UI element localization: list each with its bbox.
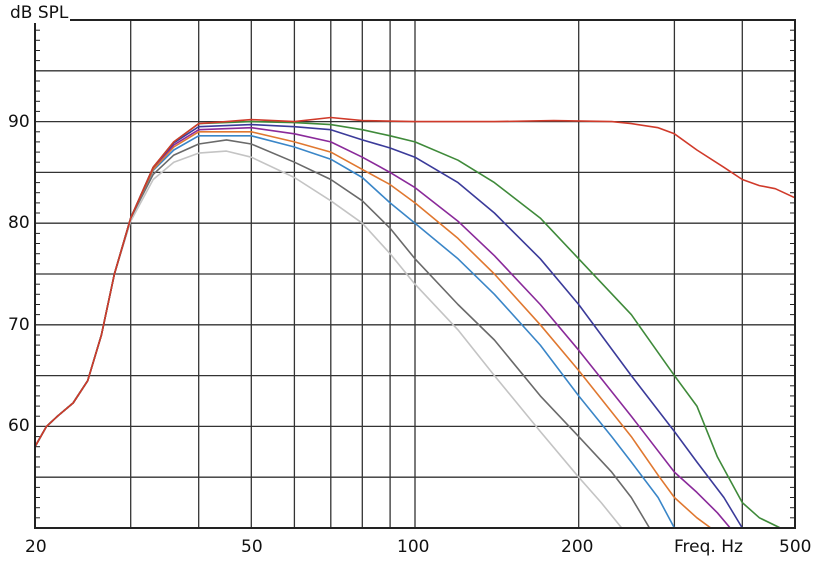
y-tick-label-70: 70 [8,315,30,335]
curve-light-gray [34,150,623,529]
curve-dark-gray [34,139,651,529]
curve-red [34,116,796,448]
x-tick-label-200: 200 [561,537,594,557]
y-tick-label-60: 60 [8,416,30,436]
x-tick-label-20: 20 [25,537,47,557]
x-axis-unit-label: Freq. Hz [674,537,743,557]
y-tick-label-80: 80 [8,213,30,233]
plot-frame [34,19,796,529]
y-tick-label-90: 90 [8,112,30,132]
curve-purple [34,126,731,529]
grid-lines [35,20,795,528]
x-tick-label-50: 50 [241,537,263,557]
x-tick-label-500: 500 [779,537,812,557]
curve-series [34,116,796,529]
x-tick-label-100: 100 [397,537,430,557]
y-axis-unit-label: dB SPL [10,3,71,23]
